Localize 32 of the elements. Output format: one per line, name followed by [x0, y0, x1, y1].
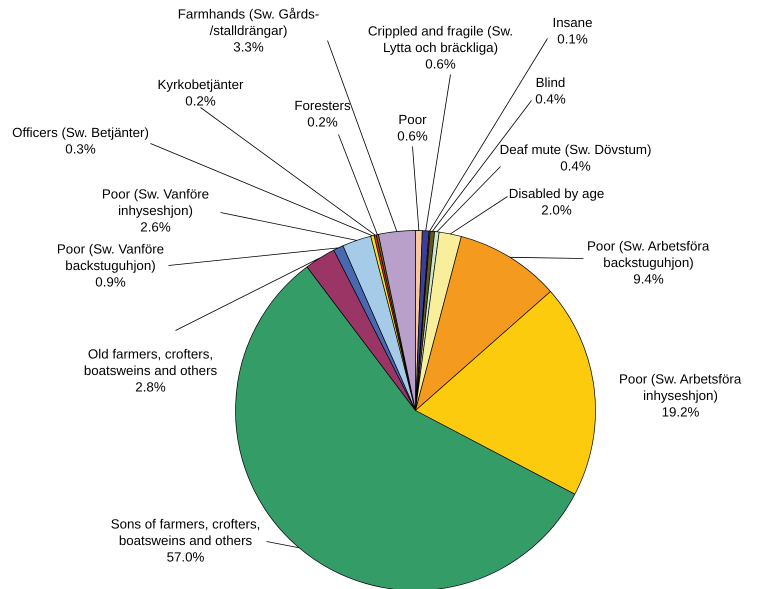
slice-label: Old farmers, crofters, boatsweins and others [84, 346, 218, 378]
data-label: 2.8% [135, 380, 166, 394]
data-label: 0.6% [425, 56, 456, 72]
slice-label: Disabled by age [508, 186, 604, 201]
data-label: 0.1% [557, 31, 588, 46]
slice-label: Blind [536, 74, 566, 90]
slice-label: Poor (Sw. Vanföre inhyseshjon) [102, 186, 210, 218]
slice-label: Poor (Sw. Arbetsföra inhyseshjon) [619, 372, 742, 403]
data-label: 0.4% [535, 91, 566, 106]
slice-label: Crippled and fragile (Sw. Lytta och bräckliga) [368, 24, 514, 55]
slice-label: Officers (Sw. Betjänter) [12, 124, 149, 140]
data-label: 19.2% [662, 404, 700, 420]
data-label: 2.0% [541, 202, 572, 218]
slice-label: Sons of farmers, crofters, boatsweins and others [110, 516, 260, 548]
slice-label: Poor (Sw. Vanföre backstuguhjon) [56, 242, 164, 273]
slice-label: Foresters [294, 98, 351, 113]
data-label: 0.3% [65, 141, 96, 156]
data-label: 0.2% [185, 93, 216, 108]
data-label: 3.3% [233, 40, 264, 54]
data-label: 0.9% [95, 274, 126, 290]
slice-label: Kyrkobetjänter [158, 76, 244, 92]
data-label: 0.6% [397, 128, 428, 144]
slice-label: Deaf mute (Sw. Dövstum) [500, 142, 652, 157]
slice-label: Insane [552, 14, 593, 30]
data-label: 57.0% [166, 550, 205, 564]
slice-label: Poor [398, 112, 428, 127]
data-label: 2.6% [140, 220, 171, 234]
slice-label: Poor (Sw. Arbetsföra backstuguhjon) [587, 238, 710, 270]
data-label: 0.2% [307, 114, 338, 130]
slice-label: Farmhands (Sw. Gårds- /stalldrängar) [178, 6, 320, 38]
data-label: 9.4% [633, 272, 664, 286]
data-label: 0.4% [560, 158, 591, 174]
